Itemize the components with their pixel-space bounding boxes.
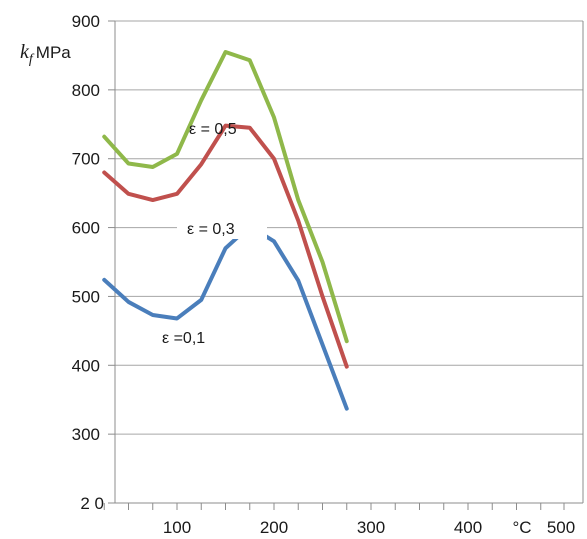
series-annotation: ε = 0,3 <box>187 221 235 238</box>
annotation-background <box>177 219 267 239</box>
series-annotation: ε = 0,5 <box>189 121 237 138</box>
series-lines <box>102 49 349 411</box>
x-tick-label: 500 <box>547 518 575 537</box>
x-tick-label: 200 <box>260 518 288 537</box>
y-tick-label: 500 <box>72 287 100 306</box>
axes <box>103 20 584 510</box>
y-axis-label: kf MPa <box>20 41 71 67</box>
x-tick-label: 300 <box>357 518 385 537</box>
y-tick-label: 400 <box>72 356 100 375</box>
x-tick-label: 100 <box>163 518 191 537</box>
y-tick-label: 700 <box>72 150 100 169</box>
series-annotations: ε = 0,5 ε = 0,3 ε =0,1 <box>162 121 267 347</box>
y-tick-label: 900 <box>72 12 100 31</box>
y-tick-label: 300 <box>72 425 100 444</box>
y-tick-label: 600 <box>72 219 100 238</box>
y-tick-label: 2 0 <box>80 494 104 513</box>
series-annotation: ε =0,1 <box>162 330 205 347</box>
y-tick-label: 800 <box>72 81 100 100</box>
x-tick-label: 400 <box>454 518 482 537</box>
tick-labels: 2 0 300 400 500 600 700 800 900 100 200 300 400 500 °… <box>20 12 575 537</box>
x-unit-label: °C <box>512 518 531 537</box>
